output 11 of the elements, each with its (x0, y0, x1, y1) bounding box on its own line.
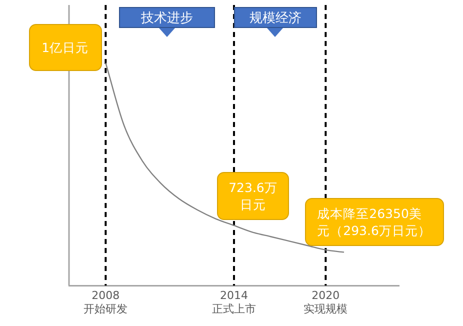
text: 规模经济 (234, 7, 317, 28)
text: 技术进步 (119, 7, 215, 28)
x-tick-label: 2020 实现规模 (304, 289, 348, 316)
callout: 723.6万日元 (217, 172, 289, 220)
annotation: 723.6万日元 (228, 179, 278, 214)
annotation: 成本降至26350美元（293.6万日元） (317, 204, 432, 239)
x-tick-label: 2014 正式上市 (212, 289, 256, 316)
annotation: 1亿日元 (40, 38, 90, 56)
callout: 成本降至26350美元（293.6万日元） (304, 198, 444, 246)
x-tick-label: 2008 开始研发 (84, 289, 128, 316)
callout: 1亿日元 (28, 24, 102, 71)
